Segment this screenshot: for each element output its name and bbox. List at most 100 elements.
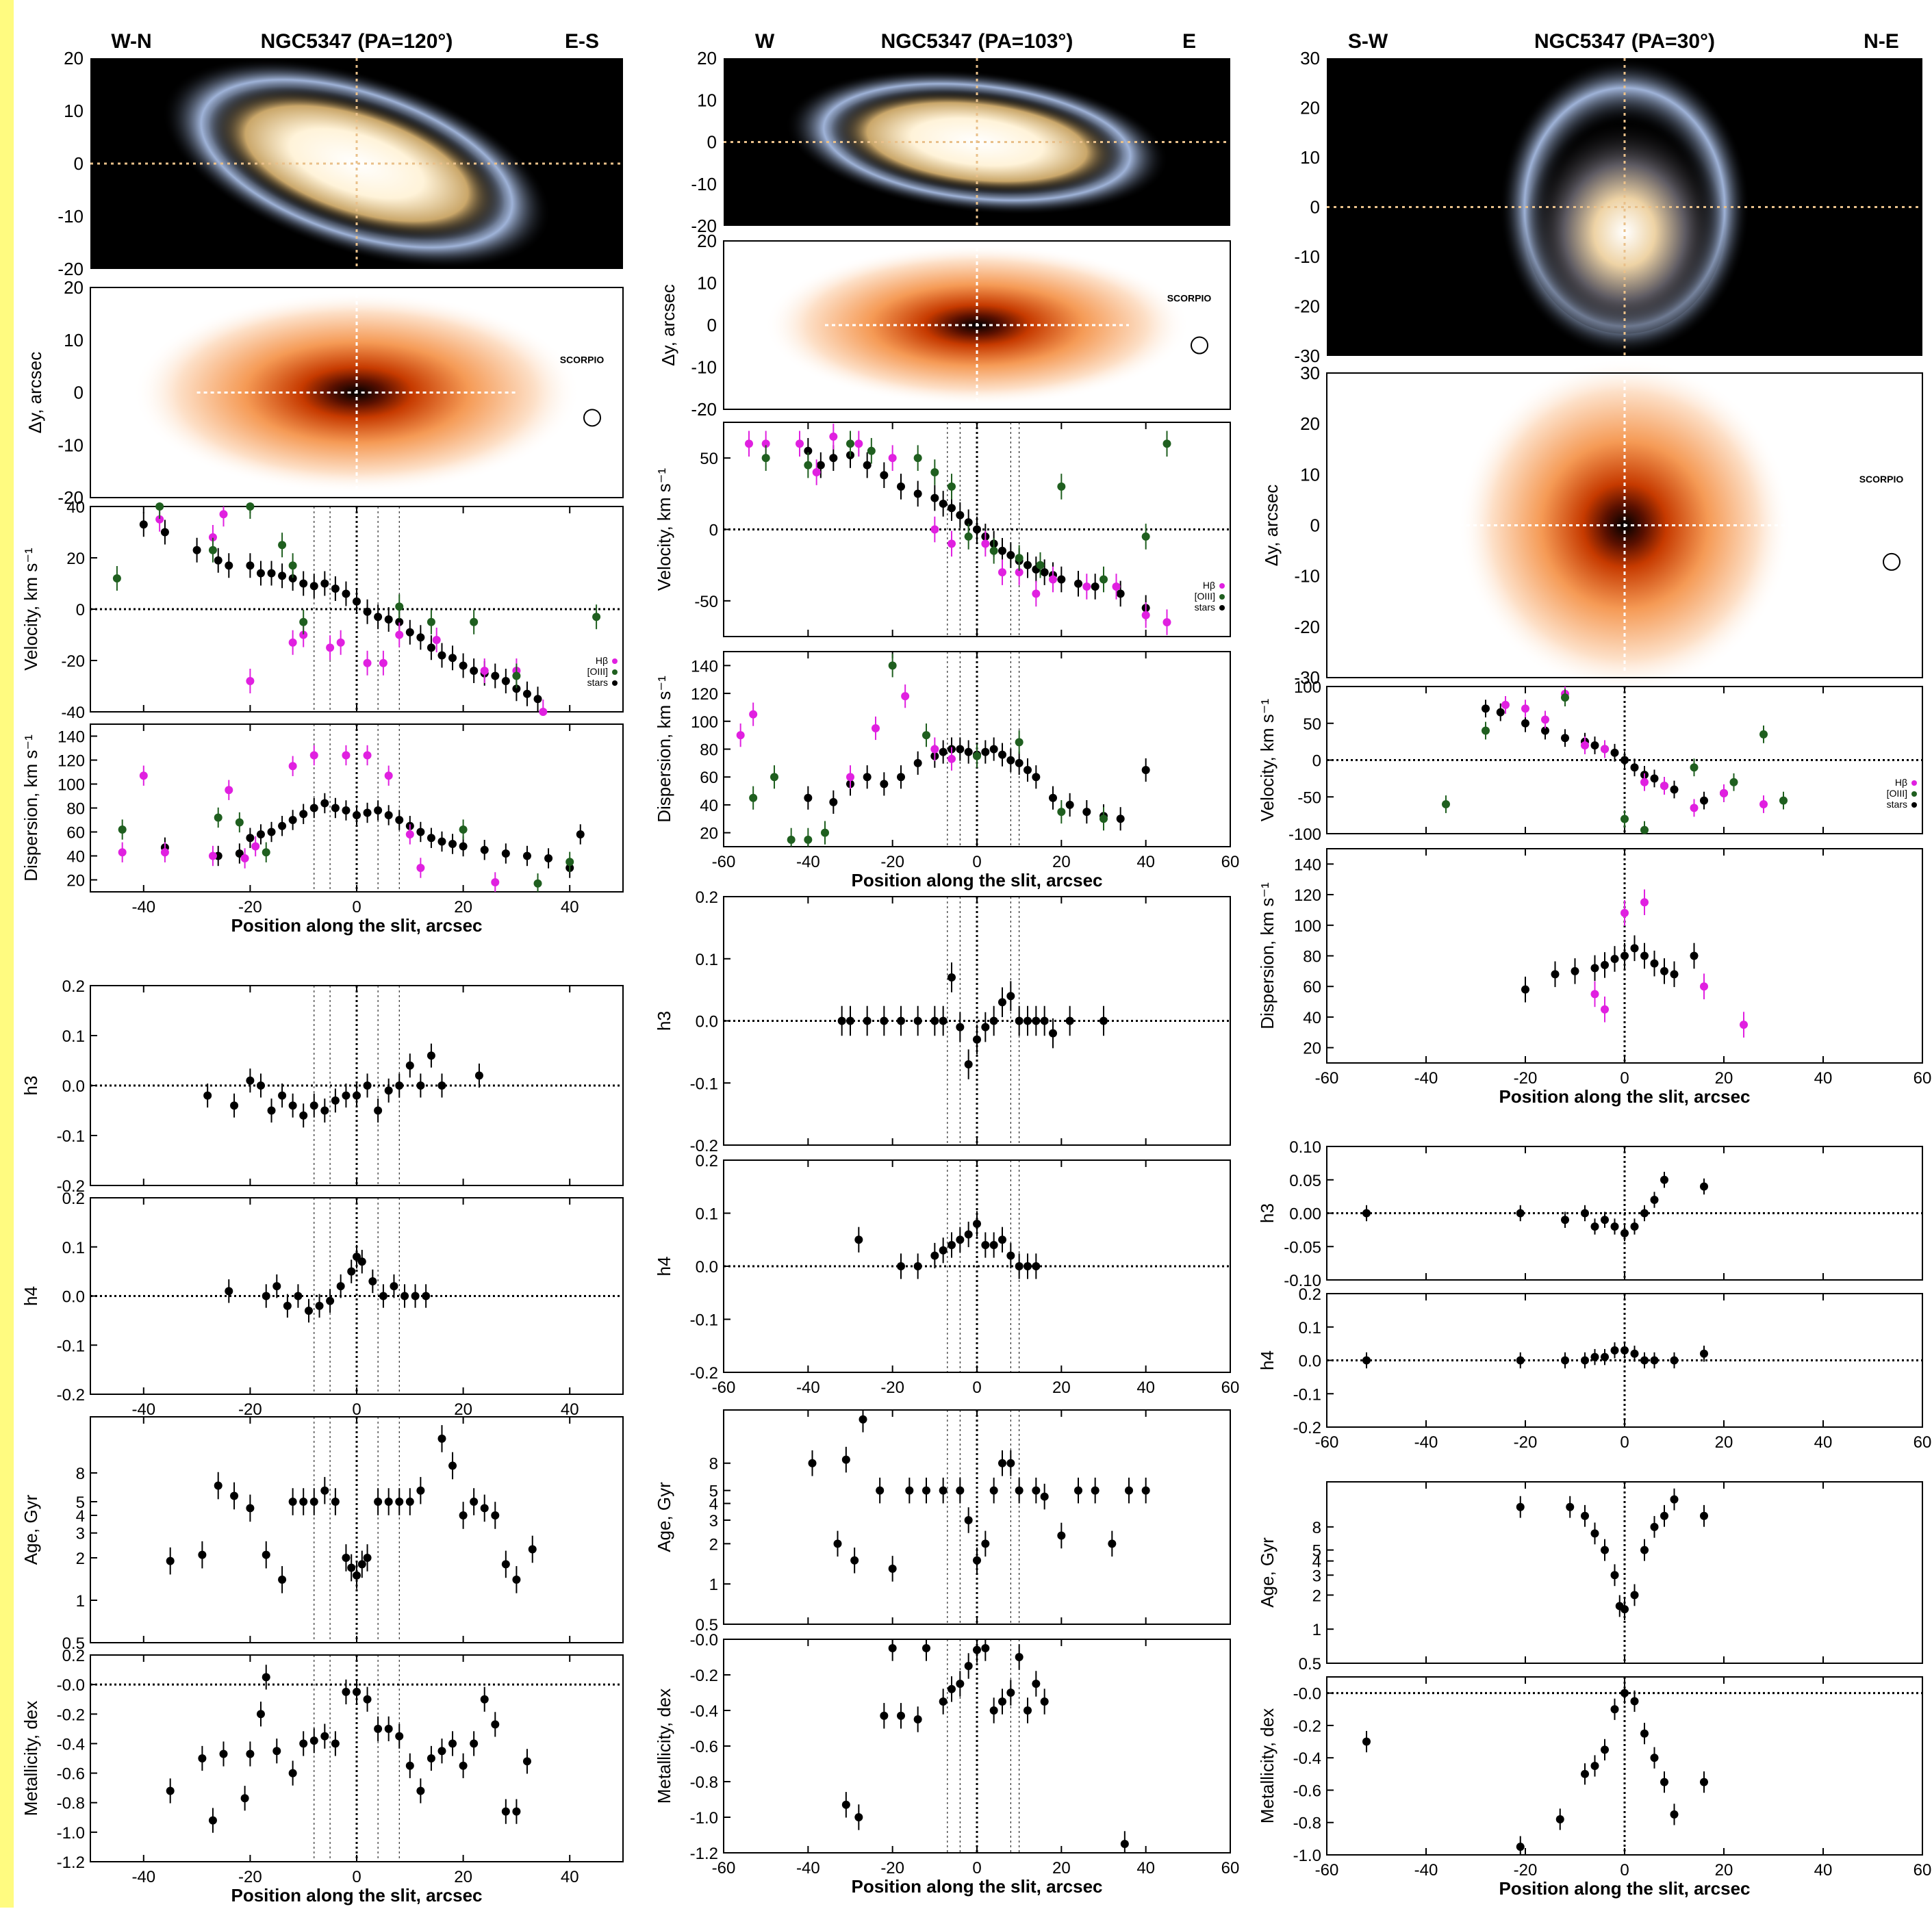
image-y-tick-label: 20 [64, 277, 84, 298]
data-point [998, 1235, 1006, 1244]
y-tick-label: 20 [66, 872, 85, 890]
data-point [1108, 1539, 1117, 1548]
x-tick-label: -20 [880, 1859, 904, 1877]
data-point [522, 851, 531, 860]
data-point [808, 1459, 817, 1467]
data-point [214, 813, 223, 822]
data-point [353, 1253, 361, 1261]
data-point [930, 468, 939, 477]
data-point [1581, 1209, 1589, 1218]
data-point [267, 828, 276, 836]
data-point [347, 1267, 356, 1276]
y-tick-label: 0.5 [696, 1616, 718, 1634]
data-point [294, 1292, 303, 1300]
data-point [1015, 758, 1024, 767]
data-point [347, 1563, 356, 1572]
dy-axis-label: Δy, arcsec [25, 352, 45, 433]
data-point [1650, 1522, 1659, 1531]
data-point [299, 810, 308, 819]
data-point [749, 710, 758, 719]
data-point [1040, 1697, 1049, 1706]
legend-marker [1219, 605, 1225, 611]
data-point [1561, 1356, 1569, 1365]
series-stars [1362, 1682, 1708, 1855]
y-tick-label: 0.1 [62, 1027, 85, 1046]
legend-entry: Hβ [1895, 777, 1907, 788]
data-point [395, 617, 404, 626]
panel-dispersion: 20 40 60 80 100 120 140 -40 -20 0 20 40 Position alo… [21, 723, 624, 936]
y-axis-label: h3 [21, 1076, 41, 1096]
data-point [964, 1060, 973, 1069]
data-point [448, 654, 457, 663]
data-point [1590, 1352, 1599, 1361]
x-tick-label: 60 [1221, 1378, 1240, 1397]
data-point [331, 1498, 340, 1506]
data-point [299, 630, 308, 639]
data-point [1650, 1196, 1659, 1204]
x-tick-label: -40 [131, 898, 155, 916]
data-point [1032, 1016, 1041, 1025]
scorpio-frame [1326, 372, 1923, 678]
y-tick-label: 50 [700, 450, 718, 468]
data-point [1482, 704, 1490, 713]
data-point [973, 1556, 981, 1565]
data-point [930, 1251, 939, 1260]
data-point [118, 825, 127, 834]
data-point [288, 638, 297, 647]
y-tick-label: -0.8 [1293, 1814, 1321, 1833]
data-point [1049, 793, 1057, 802]
image-y-tick-label: 0 [707, 315, 717, 335]
data-point [1620, 815, 1629, 823]
x-tick-label: -40 [796, 1859, 820, 1877]
panel-h4: -0.2 -0.1 0.0 0.1 0.2 -40 -20 0 20 40 h4 [21, 1190, 624, 1419]
data-point [913, 1016, 922, 1025]
x-tick-label: 40 [561, 898, 579, 916]
image-y-tick-label: -20 [1294, 296, 1320, 317]
data-point [1442, 800, 1450, 808]
x-tick-label: -20 [238, 898, 262, 916]
y-tick-label: -20 [61, 652, 85, 671]
data-point [256, 1081, 265, 1090]
series-stars [804, 437, 1150, 621]
data-point [342, 1687, 351, 1696]
y-tick-label: 80 [1303, 948, 1321, 966]
data-point [299, 1498, 308, 1506]
data-point [1620, 1605, 1629, 1614]
data-point [1049, 575, 1057, 584]
y-tick-label: 100 [58, 776, 85, 795]
data-point [1630, 1697, 1639, 1706]
panel-h4: -0.2 -0.1 0.0 0.1 0.2 -60 -40 -20 0 20 40 60 h4 [654, 1152, 1239, 1397]
data-point [1670, 1495, 1679, 1504]
data-point [1091, 582, 1100, 591]
data-point [973, 1645, 981, 1654]
data-point [863, 1016, 872, 1025]
data-point [930, 493, 939, 502]
data-point [846, 439, 854, 448]
data-point [1620, 1689, 1629, 1697]
data-point [1125, 1486, 1133, 1495]
data-point [246, 677, 255, 685]
data-point [368, 1277, 377, 1285]
data-point [405, 1061, 414, 1070]
data-point [384, 615, 393, 624]
data-point [474, 1071, 483, 1080]
y-tick-label: 5 [76, 1493, 85, 1512]
data-point [1057, 482, 1066, 491]
y-tick-label: 0.0 [62, 1077, 85, 1096]
data-point [956, 745, 965, 754]
data-point [411, 1292, 420, 1300]
data-point [288, 561, 297, 570]
x-tick-label: 40 [1136, 853, 1155, 871]
data-point [897, 482, 905, 491]
data-point [1700, 796, 1708, 805]
data-point [363, 808, 372, 817]
image-y-tick-label: 20 [1300, 413, 1320, 434]
data-point [592, 613, 601, 621]
series-h [745, 424, 1171, 635]
data-point [139, 771, 148, 780]
data-point [989, 745, 998, 754]
x-tick-label: -40 [796, 853, 820, 871]
y-tick-label: -100 [1288, 825, 1321, 844]
data-point [833, 1539, 842, 1548]
y-tick-label: 120 [1294, 886, 1321, 905]
